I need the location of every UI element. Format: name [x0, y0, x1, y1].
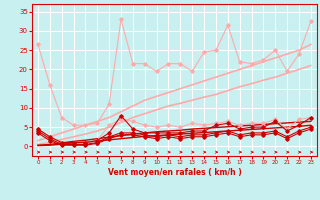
X-axis label: Vent moyen/en rafales ( km/h ): Vent moyen/en rafales ( km/h )	[108, 168, 241, 177]
